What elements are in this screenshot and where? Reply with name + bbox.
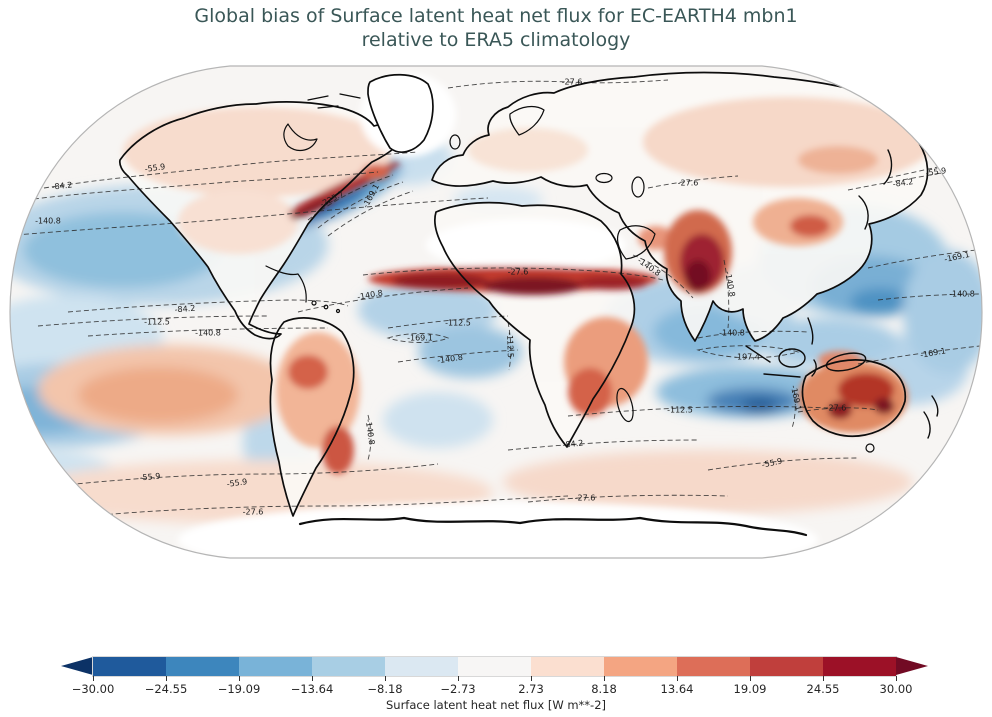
- figure-title-line1: Global bias of Surface latent heat net f…: [194, 5, 798, 27]
- colorbar-tick-label: 24.55: [806, 682, 840, 696]
- colorbar-segment: [385, 657, 458, 676]
- colorbar-tick-mark: [677, 676, 678, 681]
- colorbar-tick-label: −13.64: [290, 682, 334, 696]
- colorbar-segment: [750, 657, 823, 676]
- colorbar-segment: [531, 657, 604, 676]
- colorbar-tick-mark: [239, 676, 240, 681]
- colorbar-tick-mark: [166, 676, 167, 681]
- coastlines: [118, 71, 939, 537]
- land-anomaly-field: [123, 73, 933, 558]
- colorbar-tick-label: 30.00: [879, 682, 913, 696]
- colorbar-segment: [239, 657, 312, 676]
- colorbar-tick-mark: [312, 676, 313, 681]
- colorbar-tick-label: 19.09: [733, 682, 767, 696]
- colorbar-tick-mark: [531, 676, 532, 681]
- colorbar-tick-mark: [750, 676, 751, 681]
- figure-title: Global bias of Surface latent heat net f…: [0, 4, 992, 52]
- colorbar-under-arrow: [61, 657, 93, 675]
- colorbar-tick-mark: [896, 676, 897, 681]
- map-svg: [9, 65, 983, 559]
- coast-greenland: [367, 73, 434, 153]
- colorbar-segment: [823, 657, 896, 676]
- climatology-contours: [15, 79, 981, 519]
- colorbar-tick-label: −24.55: [144, 682, 188, 696]
- colorbar-tick-label: −2.73: [440, 682, 476, 696]
- colorbar-tick-mark: [458, 676, 459, 681]
- coast-north-america: [118, 101, 407, 340]
- colorbar-axis-label: Surface latent heat net flux [W m**-2]: [385, 698, 606, 712]
- colorbar-segment: [604, 657, 677, 676]
- colorbar-tick-label: −8.18: [367, 682, 403, 696]
- colorbar-tick-mark: [93, 676, 94, 681]
- colorbar-tick-label: 8.18: [591, 682, 617, 696]
- coast-eurasia: [431, 71, 929, 342]
- colorbar-tick-label: 2.73: [518, 682, 544, 696]
- colorbar-segment: [458, 657, 531, 676]
- world-map: -27.6 -55.9 -84.2 -140.8 -225.7 -169.1 -27.6 -8…: [8, 60, 984, 565]
- coast-australia: [801, 359, 907, 438]
- colorbar-tick-mark: [604, 676, 605, 681]
- colorbar-segment: [677, 657, 750, 676]
- colorbar-segments: [92, 656, 897, 677]
- colorbar-axis: −30.00 −24.55 −19.09 −13.64 −8.18 −2.73 2.73 8.…: [61, 657, 929, 717]
- colorbar-tick-mark: [385, 676, 386, 681]
- colorbar-tick-label: 13.64: [660, 682, 694, 696]
- colorbar-segment: [93, 657, 166, 676]
- colorbar-segment: [166, 657, 239, 676]
- colorbar-segment: [312, 657, 385, 676]
- map-outline: [9, 65, 983, 559]
- colorbar: −30.00 −24.55 −19.09 −13.64 −8.18 −2.73 2.73 8.…: [61, 656, 929, 717]
- coast-antarctica: [298, 516, 808, 537]
- colorbar-tick-label: −19.09: [217, 682, 261, 696]
- figure-title-line2: relative to ERA5 climatology: [361, 29, 631, 51]
- colorbar-tick-mark: [823, 676, 824, 681]
- colorbar-tick-label: −30.00: [71, 682, 115, 696]
- coast-south-america: [269, 317, 355, 517]
- colorbar-bar: [61, 656, 929, 677]
- colorbar-over-arrow: [896, 657, 928, 675]
- coast-africa: [433, 201, 636, 448]
